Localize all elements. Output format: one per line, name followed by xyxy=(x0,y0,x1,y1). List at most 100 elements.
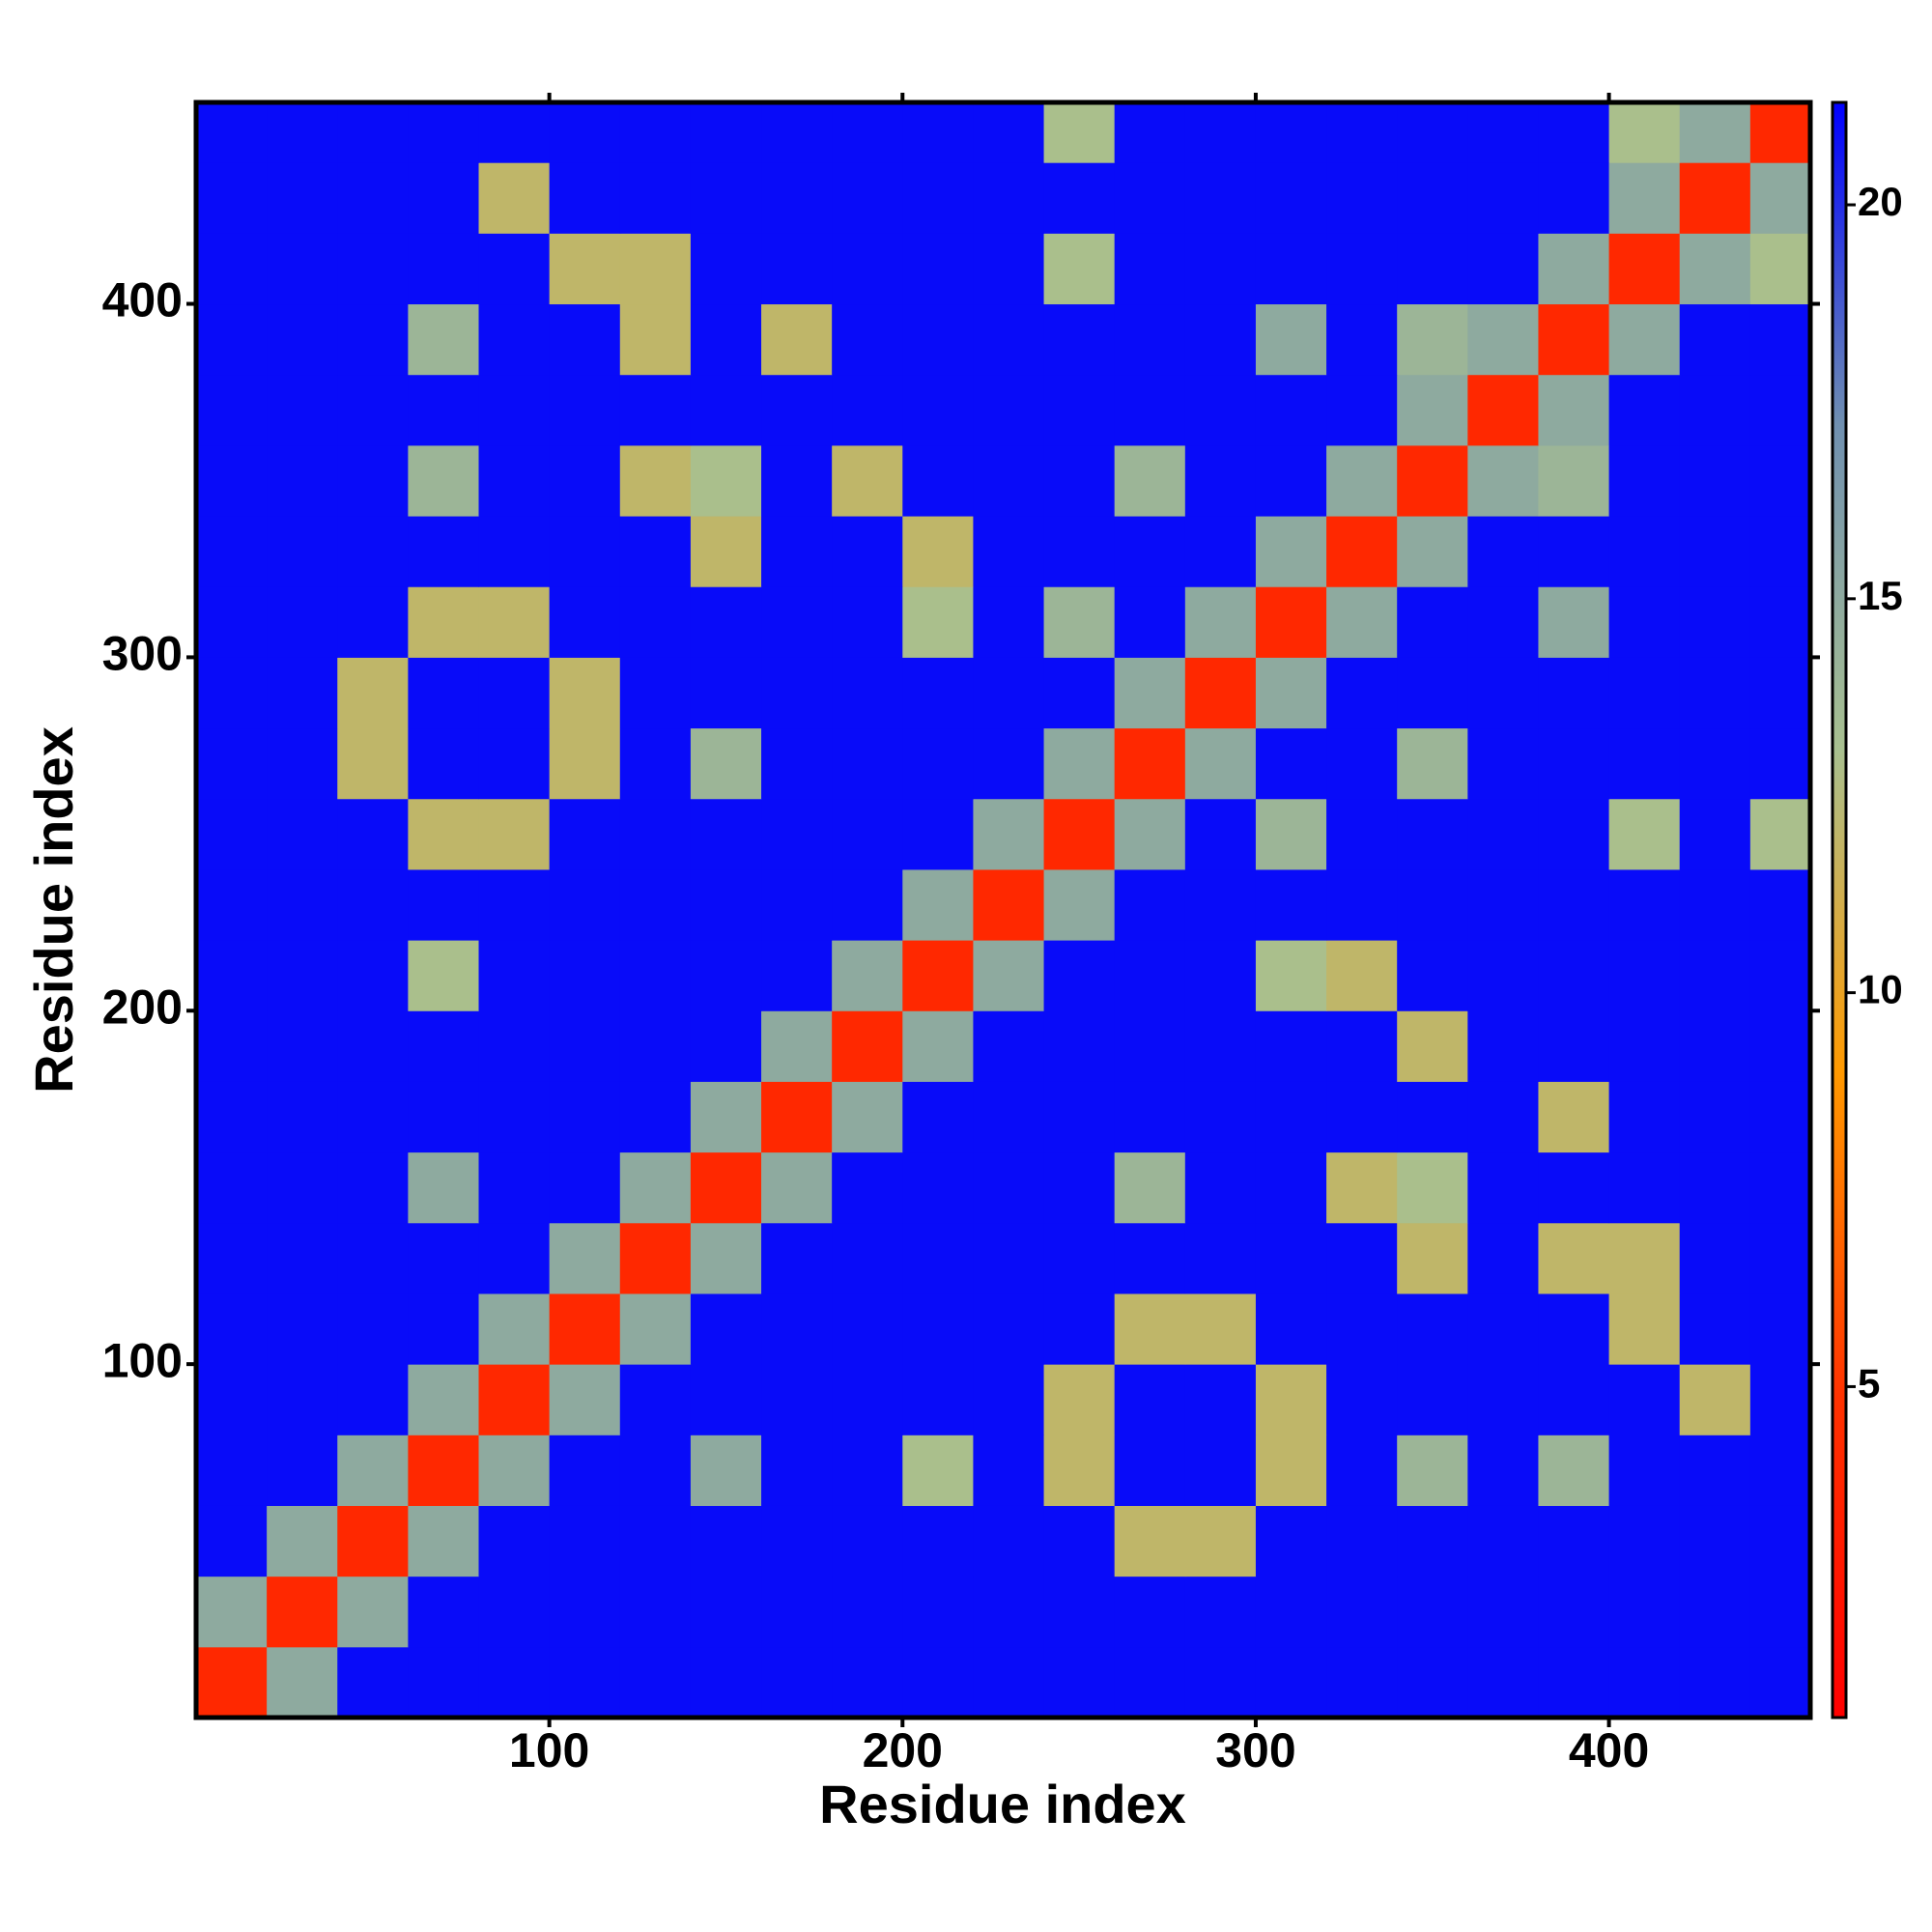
heatmap-cell xyxy=(1255,233,1327,305)
heatmap-cell xyxy=(1397,303,1468,376)
heatmap-cell xyxy=(690,940,762,1011)
heatmap-cell xyxy=(1184,798,1257,870)
heatmap-cell xyxy=(832,444,903,517)
heatmap-cell xyxy=(619,1364,692,1435)
heatmap-cell xyxy=(1749,1435,1810,1506)
heatmap-cell xyxy=(196,1646,268,1718)
heatmap-cell xyxy=(973,162,1045,234)
heatmap-cell xyxy=(1749,162,1810,234)
heatmap-cell xyxy=(1043,1081,1116,1153)
heatmap-cell xyxy=(408,516,480,587)
heatmap-cell xyxy=(1326,162,1398,234)
heatmap-cell xyxy=(973,233,1045,305)
heatmap-cell xyxy=(1679,444,1751,517)
heatmap-cell xyxy=(337,162,409,234)
heatmap-cell xyxy=(973,444,1045,517)
heatmap-cell xyxy=(337,444,409,517)
heatmap-cell xyxy=(337,102,409,163)
heatmap-cell xyxy=(1679,233,1751,305)
heatmap-cell xyxy=(337,798,409,870)
heatmap-cell xyxy=(1679,1505,1751,1577)
heatmap-cell xyxy=(337,940,409,1011)
heatmap-cell xyxy=(619,1222,692,1294)
heatmap-cell xyxy=(973,1505,1045,1577)
heatmap-cell xyxy=(549,1151,621,1224)
heatmap-cell xyxy=(690,102,762,163)
heatmap-cell xyxy=(1184,940,1257,1011)
heatmap-cell xyxy=(196,1576,268,1648)
heatmap-cell xyxy=(1255,1576,1327,1648)
heatmap-cell xyxy=(832,1293,903,1365)
heatmap-cell xyxy=(1679,303,1751,376)
heatmap-cell xyxy=(690,1576,762,1648)
heatmap-cell xyxy=(902,516,974,587)
heatmap-cell xyxy=(902,727,974,800)
heatmap-cell xyxy=(1679,1646,1751,1718)
heatmap-cell xyxy=(1538,444,1610,517)
heatmap-cell xyxy=(408,1646,480,1718)
heatmap-cell xyxy=(1749,586,1810,658)
heatmap-cell xyxy=(337,374,409,446)
heatmap-cell xyxy=(1114,1364,1186,1435)
heatmap-cell xyxy=(1326,727,1398,800)
heatmap-cell xyxy=(761,1151,833,1224)
heatmap-cell xyxy=(761,162,833,234)
heatmap-cell xyxy=(1184,1505,1257,1577)
heatmap-cell xyxy=(478,1293,551,1365)
heatmap-cell xyxy=(690,374,762,446)
heatmap-cell xyxy=(1608,798,1681,870)
heatmap-cell xyxy=(690,1293,762,1365)
heatmap-cell xyxy=(1397,102,1468,163)
heatmap-cell xyxy=(902,1576,974,1648)
heatmap-cell xyxy=(973,1435,1045,1506)
heatmap-cell xyxy=(1679,1435,1751,1506)
heatmap-cell xyxy=(832,1010,903,1082)
heatmap-cell xyxy=(1467,586,1539,658)
heatmap-cell xyxy=(761,374,833,446)
heatmap-cell xyxy=(1467,727,1539,800)
y-tick-label: 300 xyxy=(102,627,183,681)
heatmap-cell xyxy=(1114,303,1186,376)
heatmap-cell xyxy=(196,868,268,941)
heatmap-cell xyxy=(761,102,833,163)
heatmap-cell xyxy=(832,374,903,446)
heatmap-cell xyxy=(690,727,762,800)
heatmap-cell xyxy=(1326,516,1398,587)
heatmap-cell xyxy=(1326,102,1398,163)
heatmap-cell xyxy=(1749,657,1810,729)
heatmap-cell xyxy=(408,374,480,446)
heatmap-cell xyxy=(1326,303,1398,376)
heatmap-cell xyxy=(619,1010,692,1082)
heatmap-cell xyxy=(1538,868,1610,941)
heatmap-cell xyxy=(196,1435,268,1506)
heatmap-cell xyxy=(267,374,338,446)
heatmap-cell xyxy=(1326,1151,1398,1224)
heatmap-cell xyxy=(267,1364,338,1435)
heatmap-cell xyxy=(1749,1293,1810,1365)
heatmap-cell xyxy=(1043,1576,1116,1648)
heatmap-cell xyxy=(1467,1364,1539,1435)
heatmap-cell xyxy=(408,162,480,234)
heatmap-cell xyxy=(478,1081,551,1153)
heatmap-cell xyxy=(832,1222,903,1294)
heatmap-cell xyxy=(1467,1435,1539,1506)
x-tick-label: 100 xyxy=(509,1723,589,1777)
heatmap-cell xyxy=(973,1576,1045,1648)
heatmap-cell xyxy=(1467,303,1539,376)
heatmap-cell xyxy=(902,1646,974,1718)
heatmap-cell xyxy=(761,940,833,1011)
heatmap-cell xyxy=(1184,868,1257,941)
heatmap-cell xyxy=(1679,1081,1751,1153)
heatmap-cell xyxy=(478,1435,551,1506)
heatmap-cell xyxy=(196,1151,268,1224)
heatmap-cell xyxy=(478,1576,551,1648)
heatmap-cell xyxy=(619,233,692,305)
heatmap-cell xyxy=(902,798,974,870)
colorbar-tick-label: 5 xyxy=(1858,1361,1880,1406)
heatmap-cell xyxy=(1467,657,1539,729)
heatmap-cell xyxy=(761,1010,833,1082)
heatmap-cell xyxy=(690,798,762,870)
heatmap-cell xyxy=(1184,1151,1257,1224)
heatmap-cell xyxy=(1749,233,1810,305)
heatmap-cell xyxy=(1467,1081,1539,1153)
